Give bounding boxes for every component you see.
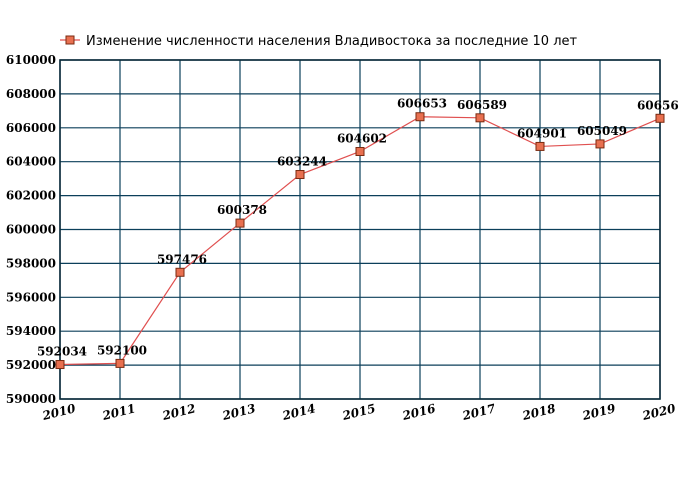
x-tick-label: 2020	[640, 401, 677, 423]
x-tick-label: 2013	[220, 401, 257, 423]
x-tick-label: 2018	[520, 401, 557, 423]
data-label: 604901	[517, 126, 567, 140]
data-label: 604602	[337, 131, 387, 145]
y-tick-label: 610000	[6, 53, 56, 67]
data-label: 592100	[97, 343, 147, 357]
data-point	[475, 113, 485, 123]
y-tick-label: 608000	[6, 87, 56, 101]
data-label: 600378	[217, 203, 267, 217]
y-tick-label: 590000	[6, 392, 56, 406]
data-point	[235, 218, 245, 228]
y-tick-label: 596000	[6, 290, 56, 304]
y-tick-label: 600000	[6, 223, 56, 237]
data-point	[295, 170, 305, 180]
x-tick-label: 2015	[340, 401, 377, 423]
y-tick-label: 592000	[6, 358, 56, 372]
x-tick-label: 2016	[400, 401, 437, 423]
data-point	[535, 141, 545, 151]
x-tick-label: 2019	[580, 401, 617, 423]
legend: Изменение численности населения Владивос…	[60, 34, 578, 49]
data-label: 603244	[277, 155, 327, 169]
data-point	[655, 113, 665, 123]
y-tick-label: 604000	[6, 155, 56, 169]
y-tick-label: 598000	[6, 256, 56, 270]
y-tick-label: 606000	[6, 121, 56, 135]
grid	[59, 59, 661, 400]
x-tick-label: 2012	[160, 401, 197, 423]
legend-label: Изменение численности населения Владивос…	[86, 34, 578, 49]
data-point	[115, 358, 125, 368]
x-axis: 2010 2011 2012 2013 2014 2015 2016 2017 2018 2019…	[40, 401, 677, 423]
data-label: 606653	[397, 97, 447, 111]
x-tick-label: 2017	[460, 401, 497, 423]
y-tick-label: 594000	[6, 324, 56, 338]
series-population: 592034 592100 597476 600378 603244 604602 6066…	[37, 97, 680, 370]
data-point	[175, 267, 185, 277]
data-point	[595, 139, 605, 149]
data-label: 592034	[37, 345, 87, 359]
y-axis: 590000 592000 594000 596000 598000 600000 6020…	[6, 53, 56, 406]
plot-frame	[59, 59, 661, 400]
data-label: 606561	[637, 98, 680, 112]
data-point	[355, 146, 365, 156]
x-tick-label: 2011	[100, 401, 137, 423]
data-label: 605049	[577, 124, 627, 138]
data-point	[415, 112, 425, 122]
data-point	[55, 360, 65, 370]
legend-marker-swatch	[65, 35, 75, 45]
data-label: 606589	[457, 98, 507, 112]
x-tick-label: 2014	[280, 401, 317, 423]
y-tick-label: 602000	[6, 189, 56, 203]
data-label: 597476	[157, 252, 207, 266]
